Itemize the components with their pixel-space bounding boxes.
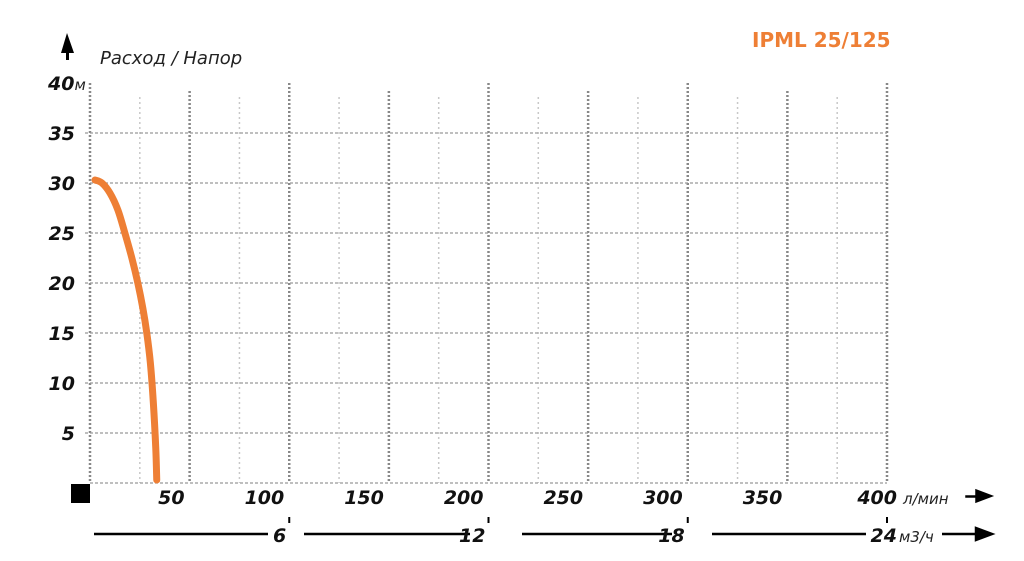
x2-unit-label: м3/ч (899, 528, 934, 546)
x-axis-arrow-icon (965, 488, 995, 504)
x-tick-label: 150 (344, 487, 384, 509)
y-tick-label: 30 (49, 173, 75, 195)
x-tick-label: 350 (743, 487, 783, 509)
y-tick-label: 10 (49, 373, 75, 395)
x-tick-label: 100 (245, 487, 285, 509)
chart-title: IPML 25/125 (752, 28, 891, 52)
x-tick-label: 200 (444, 487, 484, 509)
x-tick-label: 50 (158, 487, 184, 509)
series-line (91, 176, 161, 484)
x2-tick-label: 18 (658, 525, 684, 547)
y-axis-label: Расход / Напор (100, 48, 242, 69)
x-tick-label: 400 (856, 487, 897, 509)
y-tick-label: 20 (49, 273, 75, 295)
x2-tick-label: 12 (459, 525, 485, 547)
y-tick-label: 40м (47, 73, 86, 95)
grid (85, 83, 889, 484)
x-unit-label: л/мин (902, 490, 949, 508)
x-tick-label: 250 (543, 487, 583, 509)
y-unit-label: м (74, 76, 85, 94)
x2-tick-label: 6 (273, 525, 286, 547)
y-tick-label: 15 (49, 323, 75, 345)
y-tick-label: 35 (49, 123, 75, 145)
origin-marker (71, 484, 90, 503)
x2-tick-label: 24 (871, 525, 897, 547)
x-tick-label: 300 (643, 487, 683, 509)
y-axis-arrow-icon (61, 33, 74, 60)
y-tick-label: 5 (62, 423, 75, 445)
y-tick-label: 25 (49, 223, 75, 245)
x2-axis-arrow-icon (942, 526, 996, 542)
axes (61, 33, 90, 503)
